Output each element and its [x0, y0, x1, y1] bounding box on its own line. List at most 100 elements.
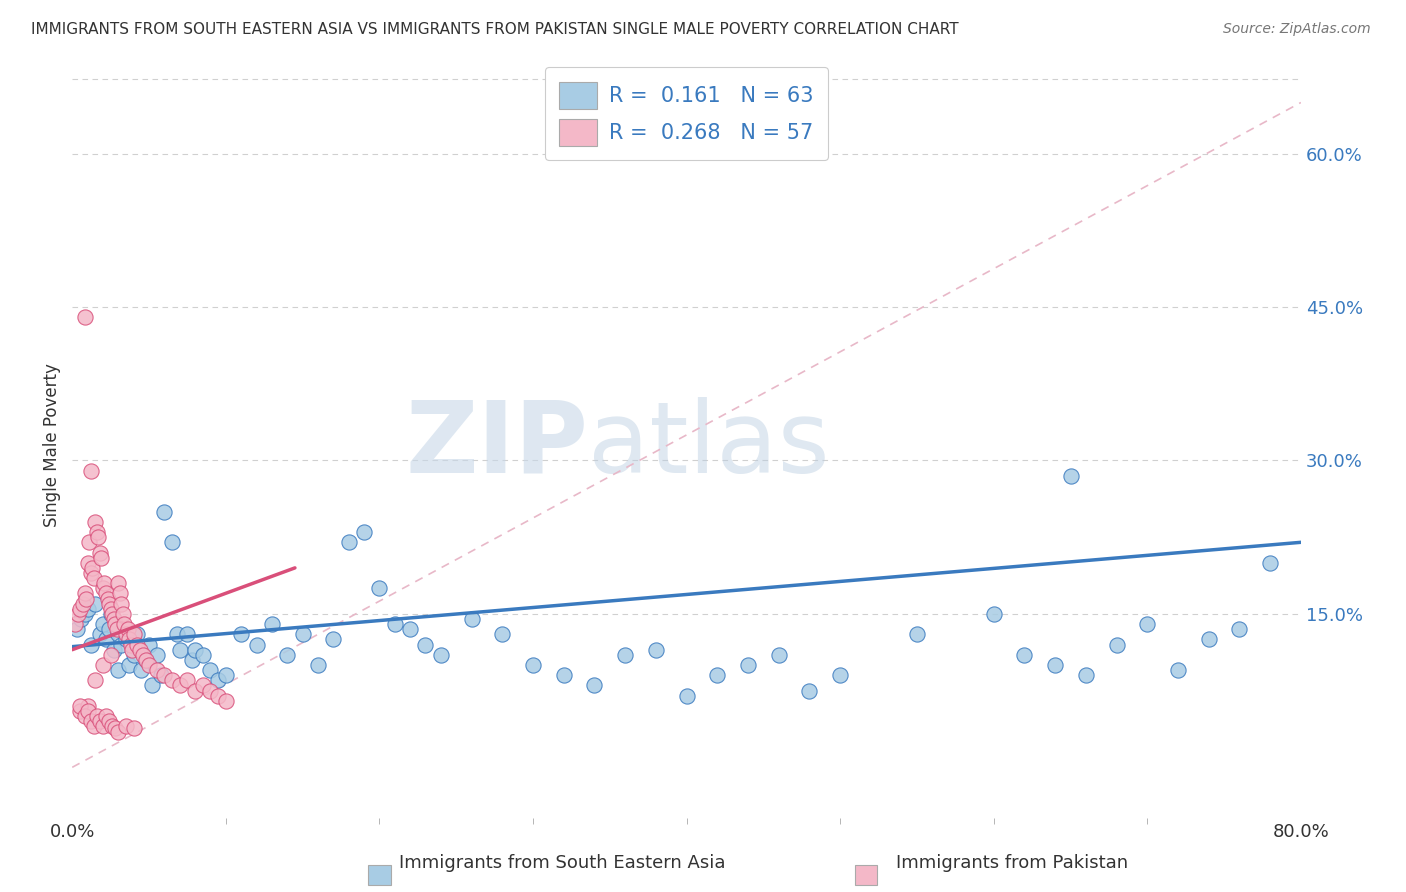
Point — [1258, 556, 1281, 570]
Point — [117, 622, 139, 636]
Point — [86, 525, 108, 540]
Point — [215, 694, 238, 708]
Point — [69, 602, 91, 616]
Point — [101, 607, 124, 621]
Point — [138, 658, 160, 673]
Point — [160, 535, 183, 549]
Point — [176, 673, 198, 688]
Point — [983, 607, 1005, 621]
Point — [145, 663, 167, 677]
Point — [70, 612, 93, 626]
Point — [89, 627, 111, 641]
Point — [614, 648, 637, 662]
Point — [141, 678, 163, 692]
Text: Source: ZipAtlas.com: Source: ZipAtlas.com — [1223, 22, 1371, 37]
Point — [415, 638, 437, 652]
Point — [231, 627, 253, 641]
Point — [153, 668, 176, 682]
Point — [93, 576, 115, 591]
Point — [522, 658, 544, 673]
Point — [399, 622, 422, 636]
Point — [94, 586, 117, 600]
Point — [245, 638, 267, 652]
Point — [72, 597, 94, 611]
Point — [322, 632, 344, 647]
Text: ZIP: ZIP — [405, 397, 588, 493]
Point — [150, 668, 173, 682]
Point — [215, 668, 238, 682]
Point — [79, 714, 101, 729]
Point — [905, 627, 928, 641]
Point — [89, 545, 111, 559]
Point — [87, 530, 110, 544]
Point — [105, 622, 128, 636]
Point — [122, 648, 145, 662]
Point — [107, 627, 129, 641]
Point — [200, 683, 222, 698]
Point — [104, 722, 127, 736]
Point — [82, 561, 104, 575]
Point — [100, 648, 122, 662]
Point — [101, 719, 124, 733]
Point — [1229, 622, 1251, 636]
Point — [169, 642, 191, 657]
Y-axis label: Single Male Poverty: Single Male Poverty — [44, 363, 60, 527]
Point — [1198, 632, 1220, 647]
Point — [122, 722, 145, 736]
Point — [104, 617, 127, 632]
Point — [111, 607, 134, 621]
Point — [260, 617, 283, 632]
Point — [491, 627, 513, 641]
Point — [107, 724, 129, 739]
Point — [207, 689, 229, 703]
Text: IMMIGRANTS FROM SOUTH EASTERN ASIA VS IMMIGRANTS FROM PAKISTAN SINGLE MALE POVER: IMMIGRANTS FROM SOUTH EASTERN ASIA VS IM… — [31, 22, 959, 37]
Point — [384, 617, 406, 632]
Point — [1074, 668, 1097, 682]
Point — [583, 678, 606, 692]
Point — [65, 617, 87, 632]
Point — [115, 719, 138, 733]
Point — [135, 653, 157, 667]
Point — [1059, 468, 1081, 483]
Point — [73, 709, 96, 723]
Point — [83, 571, 105, 585]
Point — [79, 638, 101, 652]
Point — [138, 638, 160, 652]
Point — [84, 673, 107, 688]
Point — [121, 642, 143, 657]
Text: Immigrants from South Eastern Asia: Immigrants from South Eastern Asia — [399, 855, 725, 872]
Point — [76, 602, 98, 616]
Point — [291, 627, 314, 641]
Point — [83, 719, 105, 733]
Point — [122, 627, 145, 641]
Point — [131, 663, 153, 677]
Point — [706, 668, 728, 682]
Point — [191, 678, 214, 692]
Point — [768, 648, 790, 662]
Point — [79, 566, 101, 580]
Point — [84, 597, 107, 611]
Point — [460, 612, 482, 626]
Point — [675, 689, 697, 703]
Point — [169, 678, 191, 692]
Point — [276, 648, 298, 662]
Point — [115, 627, 138, 641]
Point — [160, 673, 183, 688]
Point — [100, 607, 122, 621]
Point — [91, 617, 114, 632]
Point — [98, 597, 121, 611]
Point — [307, 658, 329, 673]
Point — [166, 627, 188, 641]
Text: atlas: atlas — [588, 397, 830, 493]
Point — [176, 627, 198, 641]
Point — [108, 586, 131, 600]
Point — [94, 709, 117, 723]
Point — [430, 648, 453, 662]
Point — [1105, 638, 1128, 652]
Point — [120, 638, 142, 652]
Point — [207, 673, 229, 688]
Point — [107, 663, 129, 677]
Point — [1136, 617, 1159, 632]
Point — [191, 648, 214, 662]
Point — [353, 525, 375, 540]
